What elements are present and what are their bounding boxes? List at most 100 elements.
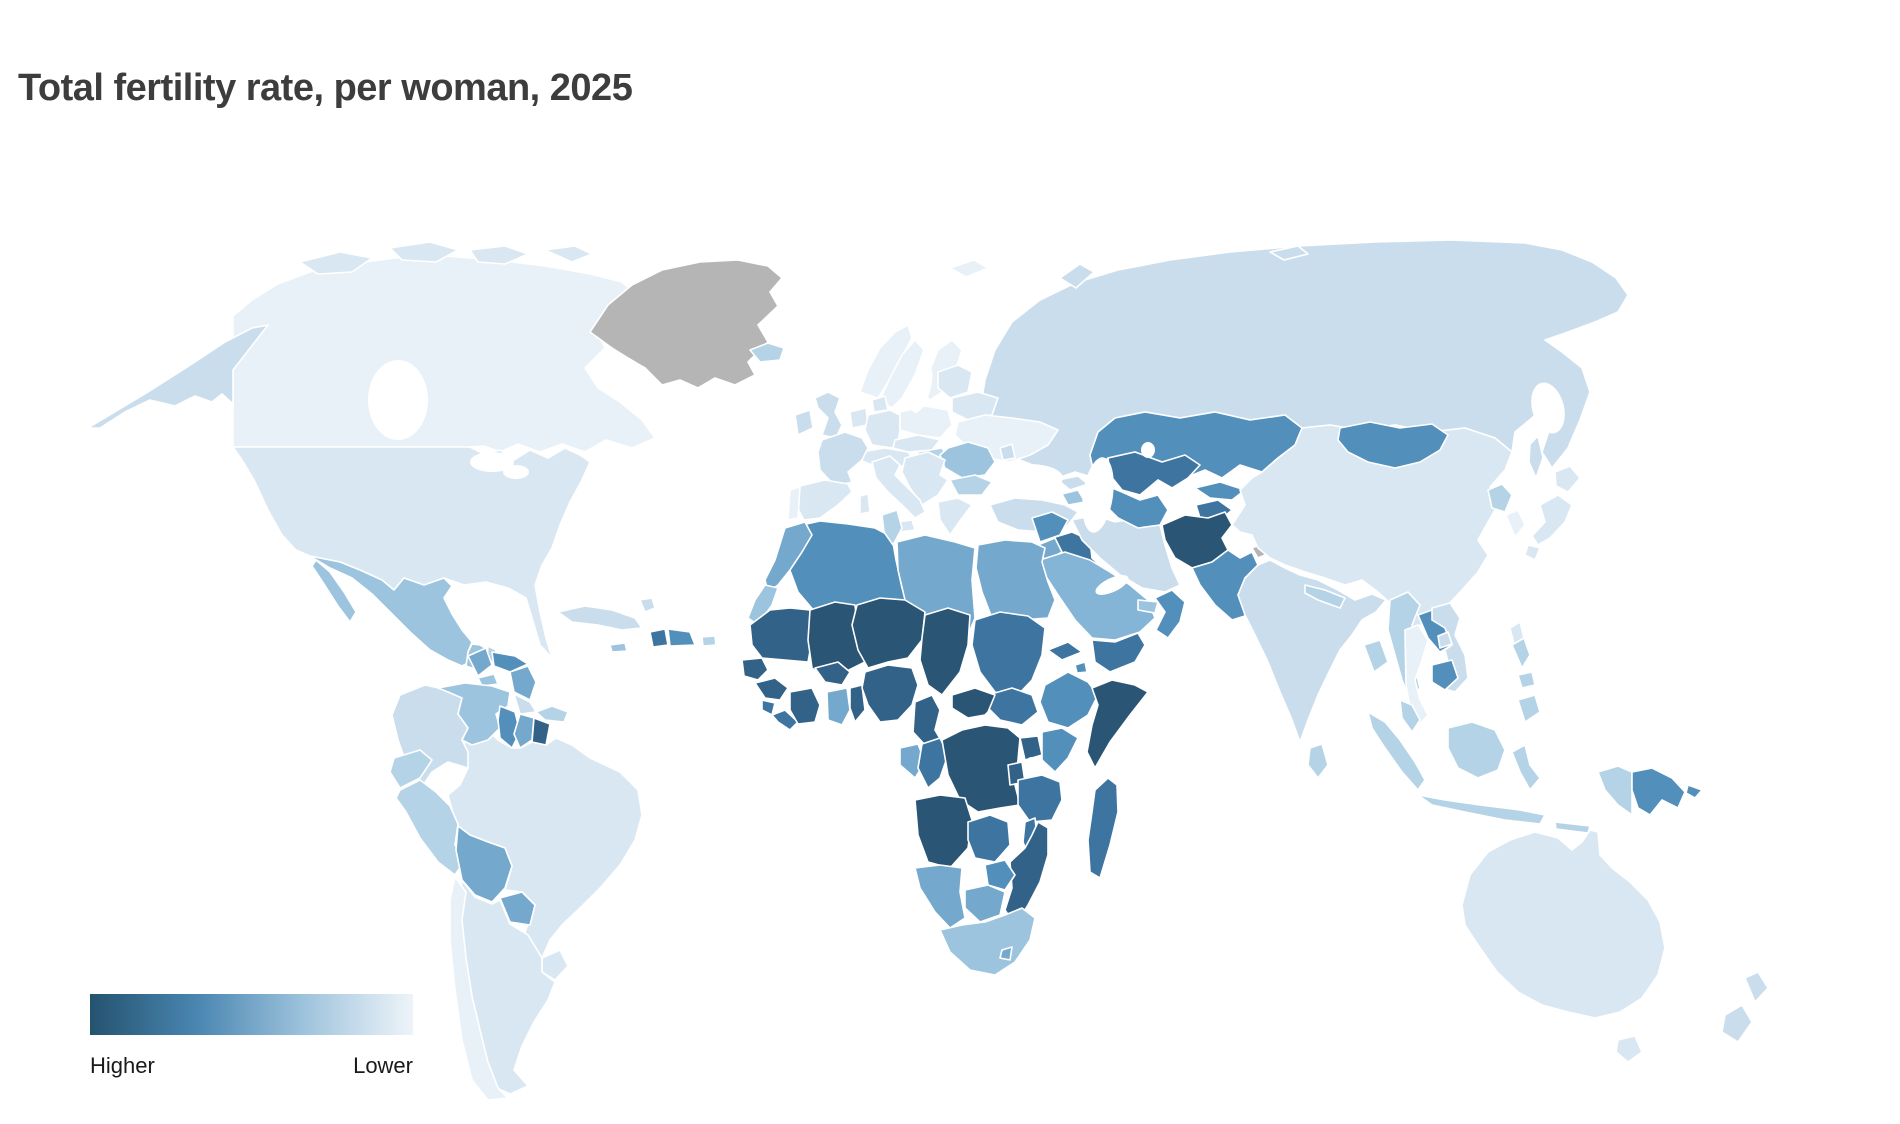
region-ethiopia[interactable]	[1039, 671, 1099, 729]
region-congo[interactable]	[917, 737, 949, 789]
region-botswana[interactable]	[964, 884, 1006, 923]
region-saudi-arabia[interactable]	[1039, 551, 1156, 641]
region-sierra-leone[interactable]	[761, 699, 776, 716]
region-spain[interactable]	[795, 479, 853, 521]
region-french-guiana[interactable]	[531, 717, 551, 746]
region-bulgaria[interactable]	[949, 474, 993, 496]
region-philippines[interactable]	[1511, 637, 1541, 723]
region-tunisia[interactable]	[881, 509, 903, 546]
region-cote-divoire[interactable]	[789, 687, 821, 725]
region-lesotho[interactable]	[999, 946, 1013, 961]
region-djibouti[interactable]	[1074, 661, 1088, 674]
region-cambodia[interactable]	[1431, 659, 1459, 691]
region-vietnam[interactable]	[1431, 602, 1469, 693]
region-south-korea[interactable]	[1505, 509, 1526, 538]
region-australia[interactable]	[1461, 829, 1666, 1063]
region-poland[interactable]	[899, 405, 953, 439]
region-portugal[interactable]	[787, 486, 801, 521]
region-romania[interactable]	[939, 441, 996, 479]
region-ireland[interactable]	[794, 409, 814, 436]
region-madagascar[interactable]	[1087, 777, 1119, 879]
region-baltic-states[interactable]	[937, 364, 973, 399]
region-tanzania[interactable]	[1017, 774, 1063, 823]
region-sweden[interactable]	[879, 339, 925, 409]
region-nicaragua[interactable]	[509, 665, 537, 701]
region-nigeria[interactable]	[861, 664, 919, 723]
region-guatemala[interactable]	[467, 647, 493, 677]
region-zimbabwe[interactable]	[984, 859, 1016, 891]
region-eritrea[interactable]	[1047, 641, 1083, 661]
region-uae[interactable]	[1137, 599, 1159, 614]
region-liberia[interactable]	[771, 709, 799, 731]
region-egypt[interactable]	[975, 539, 1056, 621]
region-bangladesh[interactable]	[1363, 639, 1389, 673]
region-venezuela[interactable]	[437, 682, 511, 746]
region-cameroon[interactable]	[912, 694, 943, 746]
region-malaysia[interactable]	[1399, 699, 1421, 733]
region-jamaica[interactable]	[609, 642, 628, 653]
region-uk[interactable]	[814, 391, 843, 439]
region-chad[interactable]	[919, 607, 971, 696]
region-suriname[interactable]	[513, 713, 535, 749]
region-svalbard[interactable]	[949, 259, 989, 278]
region-papua-new-guinea[interactable]	[1631, 767, 1703, 816]
region-guinea[interactable]	[754, 677, 789, 701]
region-namibia[interactable]	[914, 864, 966, 929]
region-denmark[interactable]	[871, 395, 889, 413]
region-chile[interactable]	[449, 876, 509, 1101]
region-oman[interactable]	[1154, 589, 1186, 639]
region-panama[interactable]	[535, 705, 569, 723]
region-central-african-republic[interactable]	[951, 687, 996, 719]
region-new-zealand[interactable]	[1721, 971, 1769, 1043]
region-hainan[interactable]	[1437, 631, 1453, 649]
region-indonesia[interactable]	[1367, 711, 1633, 834]
region-honduras[interactable]	[491, 651, 529, 673]
region-canadian-arctic-islands[interactable]	[299, 241, 593, 275]
region-armenia[interactable]	[1061, 489, 1086, 506]
region-sakhalin[interactable]	[1528, 435, 1544, 479]
region-morocco[interactable]	[764, 521, 813, 593]
region-kyrgyzstan[interactable]	[1194, 481, 1246, 501]
region-dominican-republic[interactable]	[667, 628, 696, 647]
region-canada[interactable]	[232, 255, 656, 453]
region-sri-lanka[interactable]	[1307, 743, 1329, 779]
region-uzbekistan[interactable]	[1107, 451, 1201, 496]
region-bolivia[interactable]	[455, 825, 513, 903]
region-guyana[interactable]	[497, 705, 521, 749]
region-alaska[interactable]	[87, 324, 269, 429]
region-france[interactable]	[817, 431, 869, 487]
region-syria[interactable]	[1031, 511, 1069, 543]
region-south-sudan[interactable]	[987, 687, 1039, 726]
region-balkans[interactable]	[901, 451, 949, 506]
region-bahamas[interactable]	[639, 597, 656, 613]
region-nepal[interactable]	[1304, 584, 1346, 609]
region-ghana[interactable]	[826, 687, 851, 726]
region-haiti[interactable]	[649, 628, 669, 648]
region-iran[interactable]	[1071, 514, 1181, 593]
region-japan[interactable]	[1524, 465, 1581, 561]
region-burkina-faso[interactable]	[814, 661, 851, 686]
region-greece[interactable]	[937, 497, 973, 536]
region-greenland[interactable]	[589, 259, 783, 389]
region-russian-arctic-islands[interactable]	[1059, 245, 1309, 289]
region-ecuador[interactable]	[389, 749, 433, 789]
region-north-korea[interactable]	[1487, 483, 1513, 513]
region-cuba[interactable]	[557, 605, 643, 631]
region-south-africa[interactable]	[939, 907, 1036, 976]
region-mongolia[interactable]	[1337, 421, 1449, 469]
region-kenya[interactable]	[1041, 727, 1079, 773]
region-norway[interactable]	[859, 324, 913, 399]
region-togo-benin[interactable]	[849, 684, 866, 723]
region-moldova[interactable]	[999, 443, 1016, 461]
region-yemen[interactable]	[1091, 632, 1146, 673]
region-sudan[interactable]	[971, 611, 1046, 699]
region-india[interactable]	[1237, 559, 1387, 743]
region-thailand[interactable]	[1404, 624, 1429, 725]
region-niger[interactable]	[851, 597, 926, 669]
region-uganda[interactable]	[1019, 735, 1043, 761]
region-angola[interactable]	[914, 794, 973, 869]
region-china[interactable]	[1231, 424, 1513, 629]
region-afghanistan[interactable]	[1161, 511, 1233, 569]
region-puerto-rico[interactable]	[701, 635, 717, 647]
region-somalia[interactable]	[1086, 679, 1149, 769]
